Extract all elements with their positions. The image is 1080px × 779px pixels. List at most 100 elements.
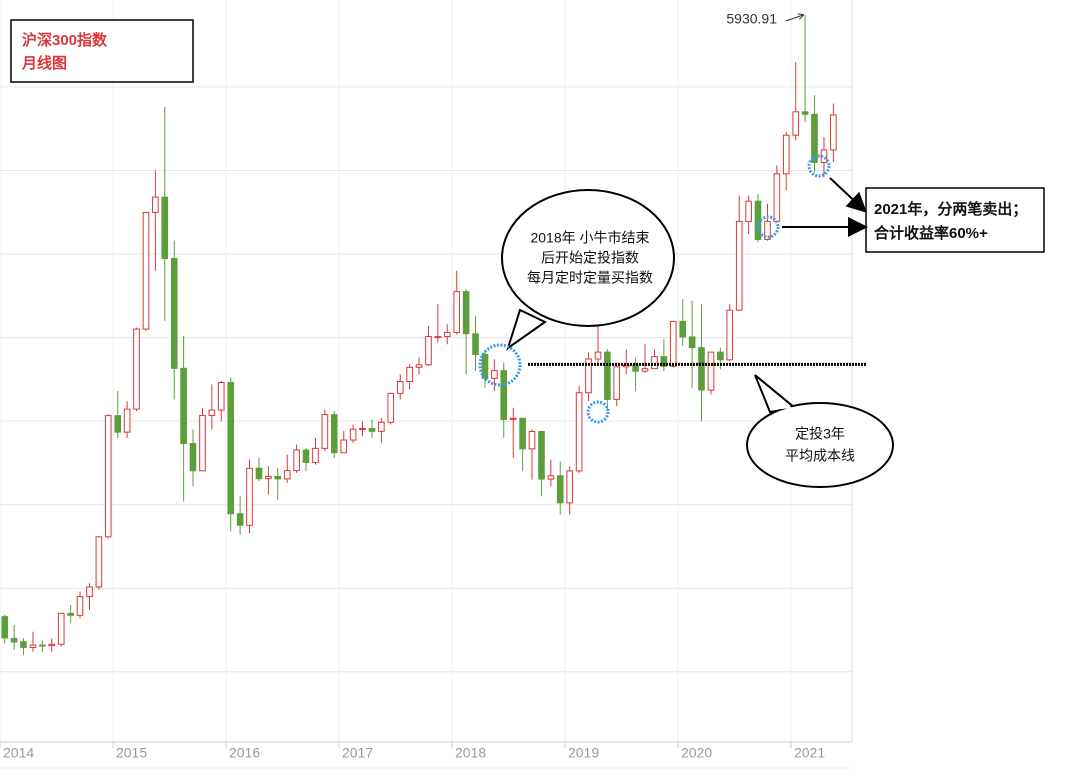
- arrow: [829, 177, 867, 213]
- chart-subtitle: 月线图: [21, 54, 67, 72]
- candle-body: [773, 173, 781, 222]
- candle-body: [368, 427, 376, 432]
- candle-body: [293, 449, 300, 472]
- candle-body: [792, 111, 800, 136]
- candle-body: [434, 336, 442, 339]
- candle-body: [735, 220, 743, 311]
- x-tick-label: 2015: [116, 745, 147, 761]
- grid: [0, 0, 852, 748]
- candle-body: [142, 211, 150, 330]
- bubble-tail-cover: [758, 380, 792, 410]
- candle-body: [387, 392, 395, 423]
- candle-body: [378, 421, 385, 432]
- candle-body: [95, 536, 103, 588]
- candle-body: [613, 366, 621, 400]
- candle-body: [509, 417, 517, 420]
- candle-body: [669, 320, 677, 367]
- note-text: 2021年，分两笔卖出；: [874, 200, 1027, 218]
- candle-body: [453, 291, 461, 333]
- candle-body: [274, 475, 282, 480]
- candle-body: [340, 439, 348, 454]
- candle-body: [20, 641, 27, 648]
- candle-body: [67, 612, 74, 616]
- bubble-text: 定投3年: [795, 426, 845, 442]
- candle-body: [556, 475, 564, 504]
- highlight-circle: [807, 154, 831, 178]
- candle-body: [632, 364, 639, 372]
- candle-body: [801, 111, 809, 115]
- peak-label: 5930.91: [726, 11, 777, 27]
- candle-body: [754, 200, 762, 240]
- candle-body: [698, 347, 705, 391]
- peak-arrow: [785, 15, 803, 22]
- x-tick-label: 2020: [681, 745, 712, 761]
- bubble-tail-cover: [510, 318, 540, 345]
- candle-body: [48, 643, 56, 647]
- highlight-circle: [756, 215, 780, 239]
- candle-body: [302, 449, 310, 463]
- bubble-text: 后开始定投指数: [541, 250, 639, 266]
- candle-body: [312, 447, 319, 463]
- highlight-circle: [586, 400, 610, 424]
- candle-body: [604, 351, 611, 400]
- bubble: [501, 189, 675, 327]
- candle-body: [29, 644, 37, 648]
- candle-body: [133, 328, 140, 410]
- candle-body: [679, 320, 687, 338]
- candle-body: [180, 367, 187, 445]
- candle-body: [39, 644, 46, 647]
- highlight-circles: [478, 154, 831, 424]
- candle-body: [76, 596, 84, 616]
- candle-body: [425, 336, 432, 366]
- candle-body: [330, 414, 338, 454]
- candle-body: [717, 351, 724, 361]
- candle-body: [396, 381, 404, 394]
- candle-body: [764, 220, 771, 240]
- candle-body: [566, 470, 574, 504]
- candle-body: [152, 196, 159, 213]
- candle-body: [321, 414, 329, 449]
- candle-body: [86, 586, 93, 598]
- note-box: [865, 187, 1045, 253]
- candle-body: [481, 353, 489, 379]
- candle-body: [265, 475, 272, 480]
- x-tick-label: 2018: [455, 745, 486, 761]
- candle-body: [519, 417, 526, 450]
- candle-body: [585, 358, 592, 394]
- highlight-circle: [478, 343, 522, 387]
- bubble-text: 每月定时定量买指数: [527, 270, 653, 286]
- title-box: [10, 19, 194, 83]
- candle-body: [462, 291, 470, 335]
- candle-body: [246, 467, 253, 526]
- x-tick-label: 2021: [794, 745, 825, 761]
- x-tick-label: 2014: [3, 745, 34, 761]
- bubble-text: 2018年 小牛市结束: [530, 230, 649, 246]
- x-tick-label: 2016: [229, 745, 260, 761]
- candle-body: [830, 114, 837, 151]
- candle-body: [707, 351, 715, 391]
- candle-body: [283, 470, 291, 480]
- candle-body: [594, 351, 602, 360]
- candle-body: [161, 196, 169, 260]
- candle-body: [170, 258, 178, 369]
- candle-body: [745, 200, 752, 222]
- candle-body: [217, 382, 225, 411]
- bubble-text: 平均成本线: [785, 448, 855, 464]
- candle-body: [199, 414, 206, 472]
- candle-body: [538, 430, 545, 480]
- candle-body: [349, 428, 357, 441]
- candle-body: [660, 356, 668, 367]
- candle-body: [406, 366, 413, 383]
- candle-body: [651, 356, 658, 370]
- candle-body: [236, 513, 244, 526]
- candle-body: [10, 637, 18, 643]
- candle-body: [726, 309, 734, 361]
- candle-body: [189, 443, 197, 472]
- candles: [1, 14, 837, 656]
- candle-body: [57, 612, 65, 645]
- x-tick-label: 2017: [342, 745, 373, 761]
- candle-body: [227, 382, 235, 515]
- candle-body: [622, 364, 630, 368]
- candle-body: [443, 331, 451, 338]
